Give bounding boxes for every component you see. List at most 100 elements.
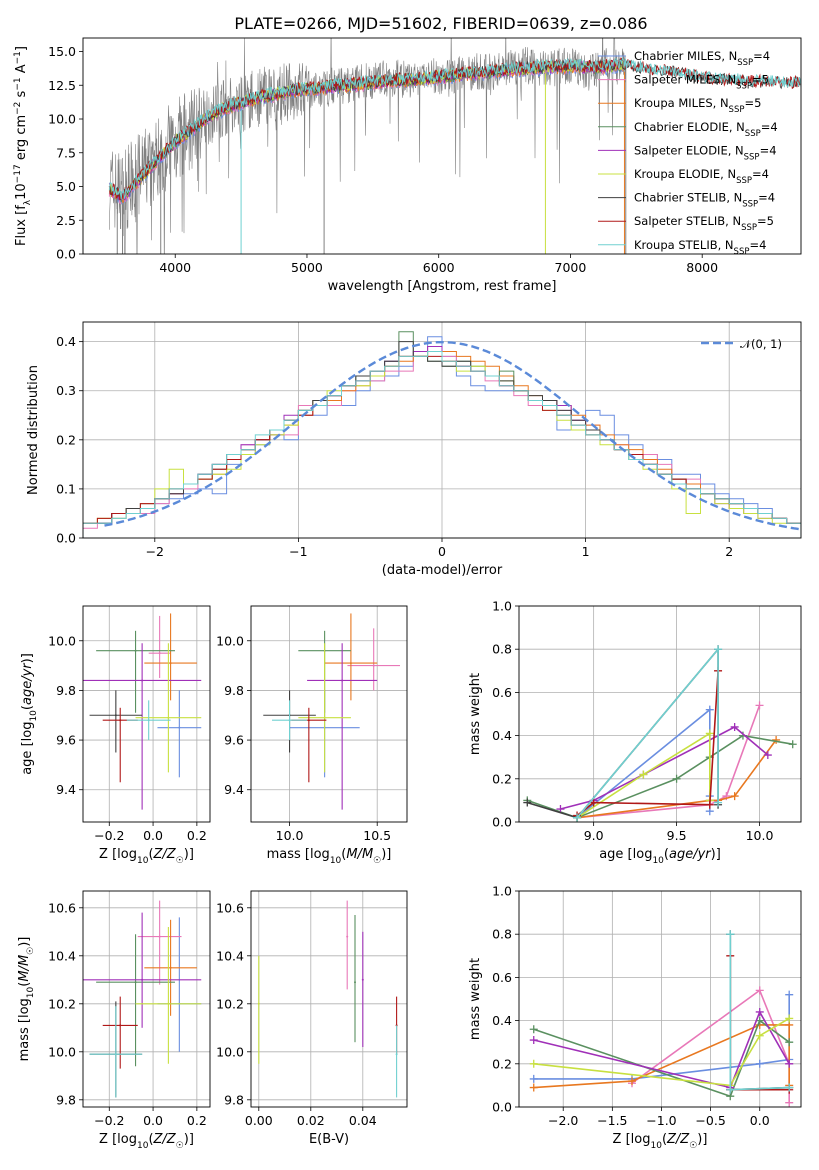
y-tick-label: 10.0: [48, 1044, 76, 1059]
legend-text: Salpeter ELODIE, N: [634, 143, 744, 157]
weight-marker: [705, 729, 714, 738]
plot-area-weight-vs-Z: [529, 930, 794, 1107]
residual-legend: 𝒩(0, 1): [701, 337, 782, 351]
weight-marker: [785, 1083, 794, 1092]
x-tick-label: 4000: [159, 260, 191, 275]
axes-weight-vs-age: 9.0 9.5 10.0 0.0 0.2 0.4 0.6 0.8 1.0 mass weight a…: [468, 599, 802, 866]
weight-marker: [785, 1014, 794, 1023]
x-axis-label-part: ☉: [689, 1141, 697, 1151]
legend-suffix: =4: [753, 49, 770, 63]
legend-sub: SSP: [729, 105, 745, 115]
y-axis-label-part: Flux [f: [14, 205, 29, 246]
weight-marker: [714, 645, 723, 654]
legend-text: Kroupa ELODIE, N: [634, 167, 736, 181]
x-axis-label-part: )]: [184, 847, 194, 862]
data-point: [114, 1053, 117, 1056]
legend-text: Chabrier ELODIE, N: [634, 120, 745, 134]
axes-frame: [250, 605, 408, 823]
weight-marker: [730, 722, 739, 731]
y-axis-label-part: Normed distribution: [26, 365, 41, 495]
x-tick-label: 0.00: [245, 1113, 273, 1128]
y-axis-label-part: erg cm: [14, 115, 29, 164]
x-axis-label-part: ☉: [176, 1141, 184, 1151]
weight-line: [576, 708, 711, 819]
legend-text: Salpeter MILES, N: [634, 73, 736, 87]
x-tick-label: −0.2: [94, 1113, 124, 1128]
weight-marker: [755, 986, 764, 995]
weight-marker: [755, 1059, 764, 1068]
data-point: [119, 1024, 122, 1027]
x-tick-label: −1: [289, 544, 307, 559]
weight-line: [533, 1010, 790, 1089]
x-axis-label-part: (: [148, 847, 153, 862]
x-tick-label: 0: [438, 544, 446, 559]
y-tick-label: 10.4: [48, 948, 76, 963]
weight-line: [533, 1019, 790, 1098]
legend-entry: Kroupa MILES, NSSP=5: [634, 96, 761, 115]
x-tick-label: 0.0: [143, 1113, 163, 1128]
weight-line: [527, 734, 793, 819]
weight-marker: [705, 705, 714, 714]
y-tick-label: 10.2: [48, 996, 76, 1011]
weight-marker: [529, 1074, 538, 1083]
y-axis-label: mass weight: [468, 958, 483, 1040]
legend-text: Chabrier MILES, N: [634, 49, 737, 63]
x-tick-label: 9.5: [667, 828, 687, 843]
y-tick-label: 0.2: [492, 1056, 512, 1071]
weight-marker: [788, 740, 797, 749]
data-point: [354, 981, 356, 984]
x-axis-label-part: Z [log: [99, 847, 137, 862]
y-tick-label: 10.4: [216, 948, 244, 963]
data-point: [395, 1053, 398, 1056]
axes-mass-vs-Z: −0.2 0.0 0.29.810.010.210.410.6Z [log10(Z/…: [17, 890, 211, 1151]
legend-entry: Chabrier MILES, NSSP=4: [634, 49, 770, 68]
y-axis-label-part: )]: [20, 653, 35, 663]
weight-marker: [730, 792, 739, 801]
legend-suffix: =4: [752, 167, 769, 181]
y-tick-label: 10.0: [48, 112, 76, 127]
legend-entry: Chabrier ELODIE, NSSP=4: [634, 120, 778, 139]
x-axis-label-part: Z/Z: [666, 1132, 690, 1147]
x-tick-label: 0.0: [750, 1113, 770, 1128]
y-tick-label: 0.4: [56, 334, 76, 349]
axes-weight-vs-Z: −2.0 −1.5 −1.0 −0.5 0.0 0.0 0.2 0.4 0.6 0.8 1.0 mas…: [468, 884, 802, 1151]
x-tick-label: 10.0: [276, 828, 304, 843]
data-point: [288, 719, 291, 722]
axes-age-vs-Z: −0.2 0.0 0.29.49.69.810.0Z [log10(Z/Z☉)]ag…: [20, 605, 211, 866]
legend-suffix: =5: [752, 73, 769, 87]
legend-suffix: =4: [760, 143, 777, 157]
y-tick-label: 10.6: [216, 900, 244, 915]
legend-suffix: =4: [749, 238, 766, 252]
y-axis-label-part: −2: [13, 102, 23, 115]
y-axis-label-part: (: [17, 982, 32, 987]
weight-marker: [755, 1007, 764, 1016]
x-tick-label: −2: [146, 544, 164, 559]
legend-suffix: =4: [761, 120, 778, 134]
histogram-step-line: [83, 351, 801, 538]
y-axis-label-part: ]: [14, 46, 29, 51]
x-axis-label-part: )]: [711, 847, 721, 862]
weight-marker: [755, 1031, 764, 1040]
y-tick-label: 2.5: [56, 213, 76, 228]
x-tick-label: 0.2: [187, 828, 207, 843]
y-axis-label: age [log10(age/yr)]: [20, 653, 39, 775]
data-point: [169, 662, 172, 665]
y-tick-label: 9.4: [224, 782, 244, 797]
y-axis-label-part: 10: [29, 710, 39, 722]
data-point: [119, 719, 122, 722]
x-axis-label-part: (data-model)/error: [382, 563, 503, 578]
weight-marker: [573, 813, 582, 822]
weight-marker: [627, 1077, 636, 1086]
y-tick-label: 0.0: [492, 1100, 512, 1115]
x-axis-label: Z [log10(Z/Z☉)]: [99, 847, 194, 866]
y-tick-label: 0.3: [56, 383, 76, 398]
x-tick-label: 9.0: [584, 828, 604, 843]
x-axis-label-part: )]: [184, 1132, 194, 1147]
data-point: [349, 662, 352, 665]
y-tick-label: 5.0: [56, 179, 76, 194]
data-point: [147, 719, 150, 722]
y-tick-label: 0.2: [492, 771, 512, 786]
weight-marker: [529, 1083, 538, 1092]
legend-sub: SSP: [737, 58, 753, 68]
weight-line: [527, 646, 719, 819]
